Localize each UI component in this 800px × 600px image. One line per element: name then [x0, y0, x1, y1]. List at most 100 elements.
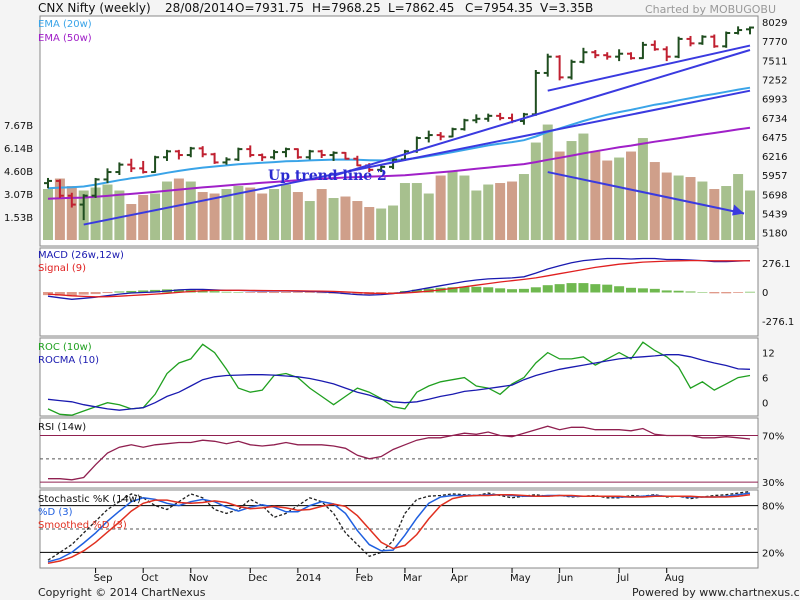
volume-bar [376, 208, 387, 240]
volume-bar [745, 190, 755, 240]
macd-histogram-bar [447, 287, 458, 293]
x-tick-label: May [510, 573, 531, 584]
macd-histogram-bar [614, 286, 625, 293]
volume-bar [43, 189, 53, 240]
macd-histogram-bar [530, 287, 541, 293]
rsi-line [48, 425, 751, 481]
volume-bar [733, 174, 744, 240]
macd-histogram-bar [578, 283, 589, 293]
macd-histogram-bar [233, 292, 244, 293]
macd-histogram-bar [661, 290, 672, 293]
volume-bar [518, 174, 529, 240]
volume-bar [292, 192, 303, 240]
macd-histogram-bar [209, 291, 220, 293]
price-tick-label: 5957 [762, 171, 787, 182]
roc-line [47, 341, 751, 416]
volume-bar [269, 189, 280, 240]
volume-bar [126, 204, 137, 240]
roc-tick-label: 6 [762, 374, 768, 385]
volume-bar [471, 190, 482, 240]
volume-bar [423, 193, 434, 240]
macd-histogram-bar [78, 292, 89, 295]
x-tick-label: Feb [355, 573, 373, 584]
macd-histogram-bar [114, 291, 125, 293]
copyright-text: Copyright © 2014 ChartNexus [38, 586, 206, 599]
volume-bar [447, 171, 458, 240]
signal-line [47, 259, 750, 298]
macd-histogram-bar [173, 289, 184, 293]
volume-bar [304, 201, 315, 240]
legend-signal: Signal (9) [38, 263, 86, 274]
x-tick-label: Jul [616, 573, 629, 584]
volume-bar [364, 207, 375, 240]
x-tick-label: Aug [665, 573, 685, 584]
price-tick-label: 7252 [762, 75, 787, 86]
macd-histogram-bar [90, 292, 101, 295]
volume-bar [578, 133, 589, 240]
macd-histogram-bar [304, 292, 315, 293]
volume-bar [673, 175, 684, 240]
legend-rsi: RSI (14w) [38, 422, 86, 433]
legend-ema20: EMA (20w) [38, 19, 92, 30]
volume-tick-label: 3.07B [4, 190, 33, 201]
x-tick-label: Oct [141, 573, 158, 584]
uptrend-annotation: Up trend line 2 [268, 168, 387, 184]
volume-bar [280, 184, 291, 240]
volume-readout: V=3.35B [540, 1, 594, 15]
rsi-tick-label: 30% [762, 478, 784, 489]
ema20-line [47, 86, 751, 190]
volume-bar [328, 198, 339, 240]
volume-bar [602, 160, 613, 240]
macd-histogram-bar [257, 292, 268, 294]
macd-histogram-bar [197, 290, 208, 293]
macd-histogram-bar [495, 288, 506, 293]
macd-histogram-bar [483, 287, 494, 293]
volume-bar [411, 183, 422, 240]
price-tick-label: 8029 [762, 18, 787, 29]
macd-tick-label: 0 [762, 288, 768, 299]
macd-histogram-bar [269, 292, 280, 294]
charted-by: Charted by MOBUGOBU [645, 3, 776, 16]
volume-bar [388, 205, 399, 240]
macd-histogram-bar [388, 292, 399, 293]
volume-bar [614, 157, 625, 240]
macd-histogram-bar [54, 292, 65, 296]
rsi-tick-label: 70% [762, 432, 784, 443]
macd-histogram-bar [554, 284, 565, 293]
rsi-pane [39, 417, 759, 489]
volume-bar [435, 175, 446, 240]
legend-rocma: ROCMA (10) [38, 355, 99, 366]
macd-histogram-bar [280, 292, 291, 293]
volume-bar [150, 193, 161, 240]
high-readout: H=7968.25 [312, 1, 381, 15]
stochastic-pane [39, 489, 759, 569]
legend-ema50: EMA (50w) [38, 33, 92, 44]
volume-bar [185, 181, 196, 240]
volume-bar [161, 181, 172, 240]
volume-bar [507, 181, 518, 240]
downtrend-arrow [547, 171, 745, 215]
uptrend-line-a [333, 49, 751, 177]
volume-bar [661, 172, 672, 240]
x-tick-label: Sep [94, 573, 113, 584]
volume-bar [209, 193, 220, 240]
macd-histogram-bar [316, 292, 327, 294]
volume-tick-label: 6.14B [4, 144, 33, 155]
volume-bar [590, 151, 601, 240]
legend-stoch-d: %D (3) [38, 507, 73, 518]
arrow-head [732, 204, 745, 216]
volume-bar [173, 178, 184, 240]
volume-bar [626, 151, 637, 240]
macd-histogram-bar [66, 292, 77, 297]
macd-histogram-bar [685, 291, 696, 293]
volume-bar [483, 184, 494, 240]
macd-histogram-bar [626, 287, 637, 293]
volume-bar [316, 189, 327, 240]
legend-stoch-k: Stochastic %K (14w) [38, 494, 141, 505]
volume-bar [114, 190, 125, 240]
volume-bar [245, 187, 256, 240]
volume-tick-label: 7.67B [4, 121, 33, 132]
x-tick-label: Mar [403, 573, 423, 584]
macd-histogram-bar [590, 284, 601, 293]
macd-histogram-bar [471, 286, 482, 293]
